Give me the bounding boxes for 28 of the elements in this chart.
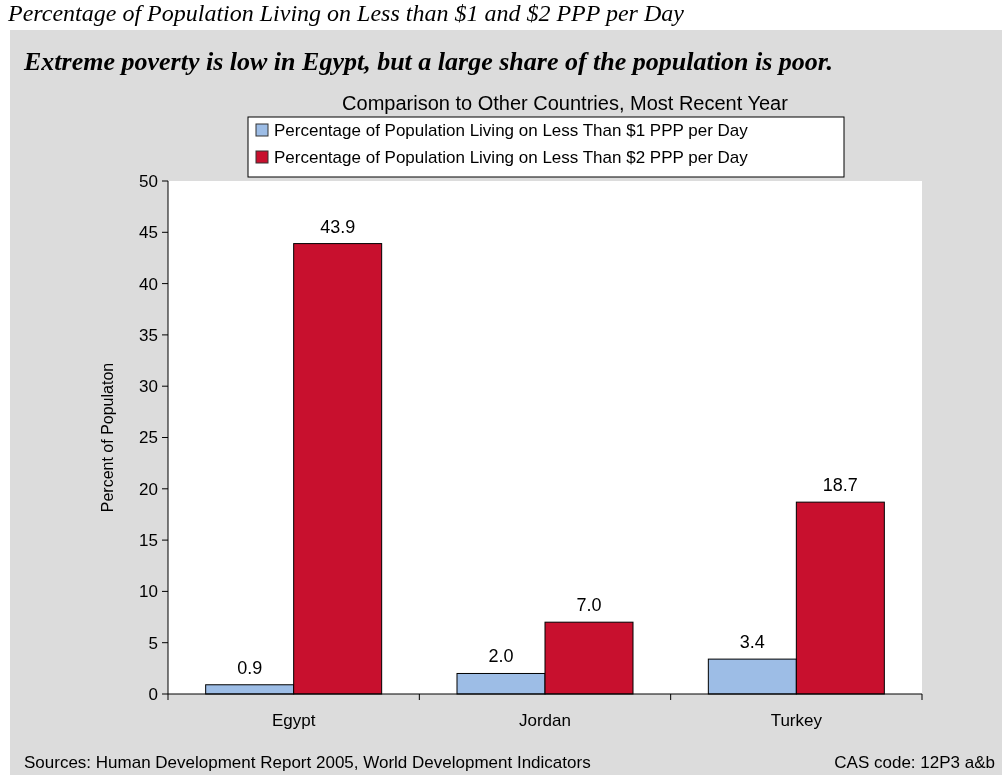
y-tick-label: 45 (139, 223, 158, 243)
text: CAS code: 12P3 a&b (834, 753, 995, 772)
y-tick-label: 5 (148, 633, 158, 653)
chart-title: Extreme poverty is low in Egypt, but a large share of the population is poor. (23, 47, 833, 76)
data-label: 18.7 (822, 475, 858, 496)
y-tick-label: 10 (139, 582, 158, 602)
y-tick-label: 50 (139, 171, 158, 191)
y-tick-label: 40 (139, 274, 158, 294)
x-tick-label: Egypt (271, 711, 316, 730)
y-tick-label: 35 (139, 325, 158, 345)
x-tick-label: Jordan (519, 711, 571, 730)
data-label: 3.4 (739, 632, 765, 653)
legend-label: Percentage of Population Living on Less Than $1 PPP per Day (274, 121, 749, 140)
chart-subtitle: Comparison to Other Countries, Most Recent Year (342, 92, 789, 114)
y-tick-label: 0 (148, 684, 158, 704)
y-tick-label: 20 (139, 479, 158, 499)
text: Percentage of Population Living on Less than $1 and $2 PPP per Day (7, 0, 685, 26)
legend-label: Percentage of Population Living on Less Than $2 PPP per Day (274, 148, 749, 167)
x-tick-label: Turkey (770, 711, 823, 730)
data-label: 43.9 (320, 216, 356, 237)
y-tick-label: 30 (139, 377, 158, 397)
y-axis-title: Percent of Populaton (99, 362, 116, 513)
data-label: 2.0 (488, 646, 514, 667)
data-label: 0.9 (237, 657, 263, 678)
data-label: 7.0 (576, 595, 602, 616)
source-note: Sources: Human Development Report 2005, World Development Indicators (24, 753, 591, 772)
y-tick-label: 25 (139, 428, 158, 448)
y-tick-label: 15 (139, 531, 158, 551)
